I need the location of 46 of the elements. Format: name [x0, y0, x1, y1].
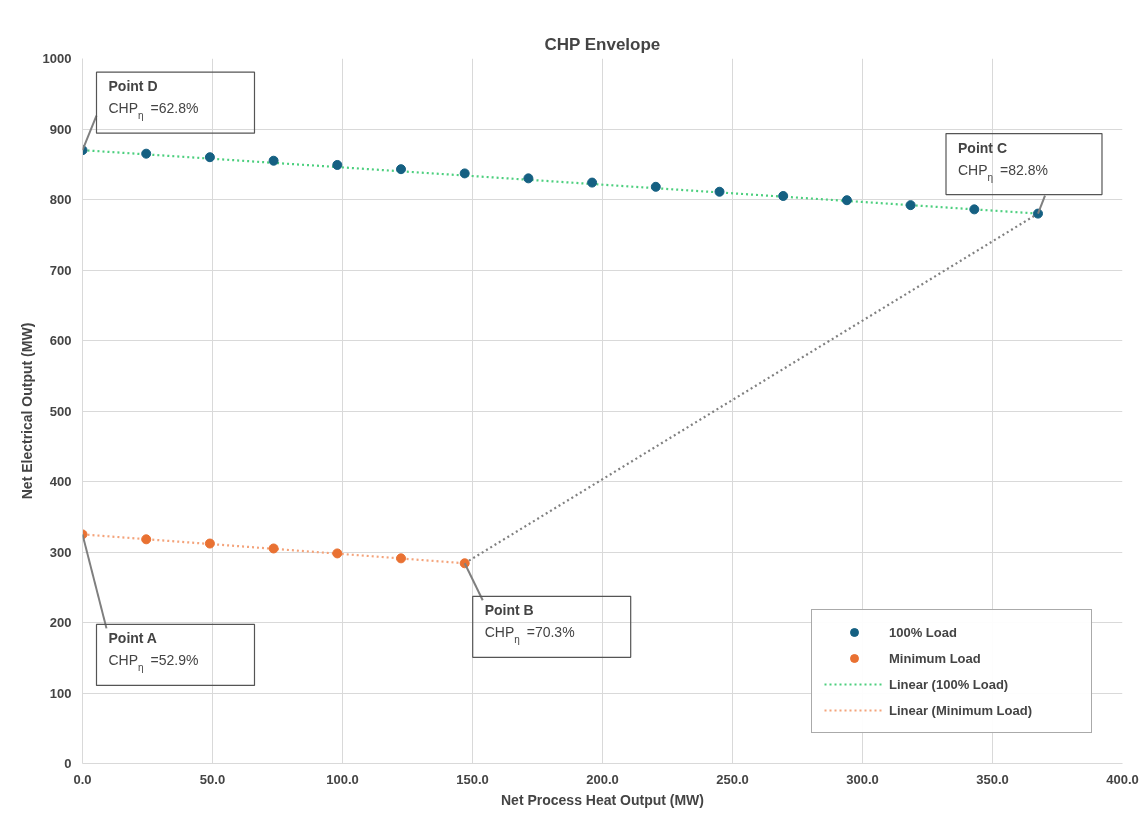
point	[650, 181, 661, 192]
x-tick-label: 250.0	[716, 771, 749, 787]
x-tick-label: 400.0	[1106, 771, 1139, 787]
x-axis-title: Net Process Heat Output (MW)	[500, 791, 705, 808]
y-tick-label: 300	[49, 544, 72, 560]
point	[969, 204, 980, 215]
y-tick-label: 900	[49, 121, 72, 137]
x-tick-label: 200.0	[586, 771, 619, 787]
x-tick-label: 100.0	[326, 771, 359, 787]
y-tick-label: 400	[49, 474, 72, 489]
point	[587, 177, 598, 188]
legend-label: Linear (Minimum Load)	[889, 702, 1033, 718]
legend-label: Linear (100% Load)	[889, 676, 1010, 692]
y-tick-label: 100	[49, 685, 72, 701]
y-tick-label: 600	[49, 333, 72, 348]
y-tick-label: 200	[49, 615, 72, 630]
x-tick-label: 300.0	[846, 771, 879, 787]
point	[396, 553, 406, 564]
legend-label: 100% Load	[889, 624, 958, 640]
x-tick-label: 150.0	[456, 771, 489, 787]
point	[268, 155, 279, 166]
point	[204, 152, 215, 163]
y-tick-label: 0	[64, 756, 72, 771]
x-tick-label: 0.0	[73, 771, 92, 787]
y-tick-label: 1000	[42, 51, 72, 66]
chart-title: CHP Envelope	[544, 34, 661, 54]
point	[714, 186, 725, 197]
y-axis-title: Net Electrical Output (MW)	[18, 322, 35, 500]
point	[204, 538, 215, 549]
point	[396, 164, 406, 175]
point	[905, 200, 916, 211]
y-tick-label: 500	[49, 403, 72, 419]
point	[332, 548, 343, 559]
x-tick-label: 350.0	[976, 771, 1009, 787]
y-tick-label: 800	[49, 192, 72, 207]
point	[141, 534, 152, 545]
legend-label: Minimum Load	[889, 650, 982, 666]
y-tick-label: 700	[49, 262, 72, 278]
point	[268, 543, 279, 554]
point	[523, 173, 534, 184]
point	[459, 168, 470, 179]
x-tick-label: 50.0	[199, 771, 226, 787]
point	[332, 159, 343, 170]
point	[841, 195, 852, 206]
point	[778, 190, 789, 201]
point	[141, 148, 152, 159]
